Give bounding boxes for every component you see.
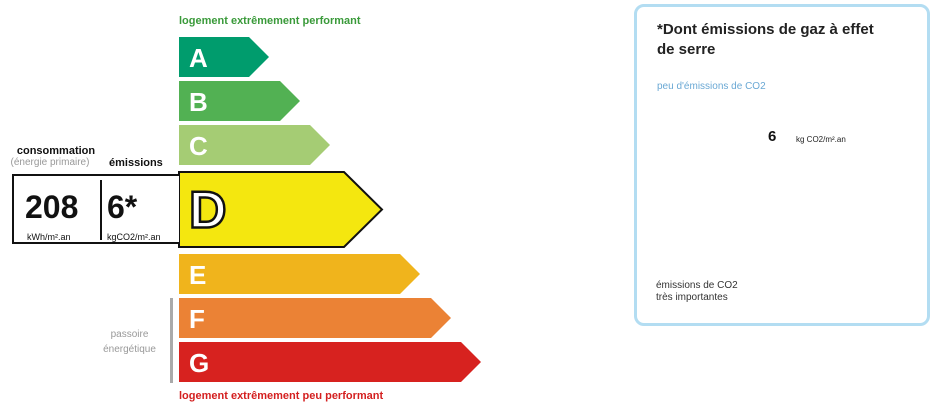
energy-class-bar-f [179, 298, 451, 338]
energy-class-letter-e: E [189, 260, 206, 290]
energy-class-letter-f: F [189, 304, 205, 334]
energy-class-letter-a: A [189, 43, 208, 73]
ges-high-line1: émissions de CO2 [656, 280, 738, 291]
energy-class-letter-g: G [189, 348, 209, 378]
value-box [12, 174, 179, 244]
emissions-unit: kgCO2/m².an [107, 232, 161, 242]
energy-class-bar-g [179, 342, 481, 382]
passoire-label: passoire énergétique [103, 329, 156, 355]
top-performance-label: logement extrêmement performant [179, 15, 361, 27]
energy-class-bar-a [179, 37, 269, 77]
ges-low-emissions-label: peu d'émissions de CO2 [657, 81, 766, 92]
value-divider [100, 180, 102, 240]
bottom-performance-label: logement extrêmement peu performant [179, 390, 384, 402]
consumption-value: 208 [25, 189, 79, 225]
energy-class-bar-c [179, 125, 330, 165]
emissions-title: émissions [109, 157, 163, 169]
consumption-unit: kWh/m².an [27, 232, 71, 242]
consumption-title: consommation [16, 145, 96, 157]
energy-class-letter-d: D [189, 182, 227, 240]
energy-class-bar-e [179, 254, 420, 294]
ges-title: *Dont émissions de gaz à effet de serre [657, 21, 874, 58]
passoire-bracket [170, 298, 173, 383]
ges-high-line2: très importantes [656, 292, 728, 303]
consumption-subtitle: (énergie primaire) [10, 157, 90, 168]
energy-class-bar-b [179, 81, 300, 121]
ges-high-emissions-label: émissions de CO2 très importantes [656, 280, 738, 304]
ges-panel [634, 4, 930, 326]
ges-unit: kg CO2/m².an [796, 135, 846, 144]
energy-class-letter-b: B [189, 87, 208, 117]
energy-class-bar-d [178, 171, 384, 248]
energy-class-letter-c: C [189, 131, 208, 161]
emissions-value: 6* [107, 189, 138, 225]
ges-value: 6 [768, 128, 777, 145]
